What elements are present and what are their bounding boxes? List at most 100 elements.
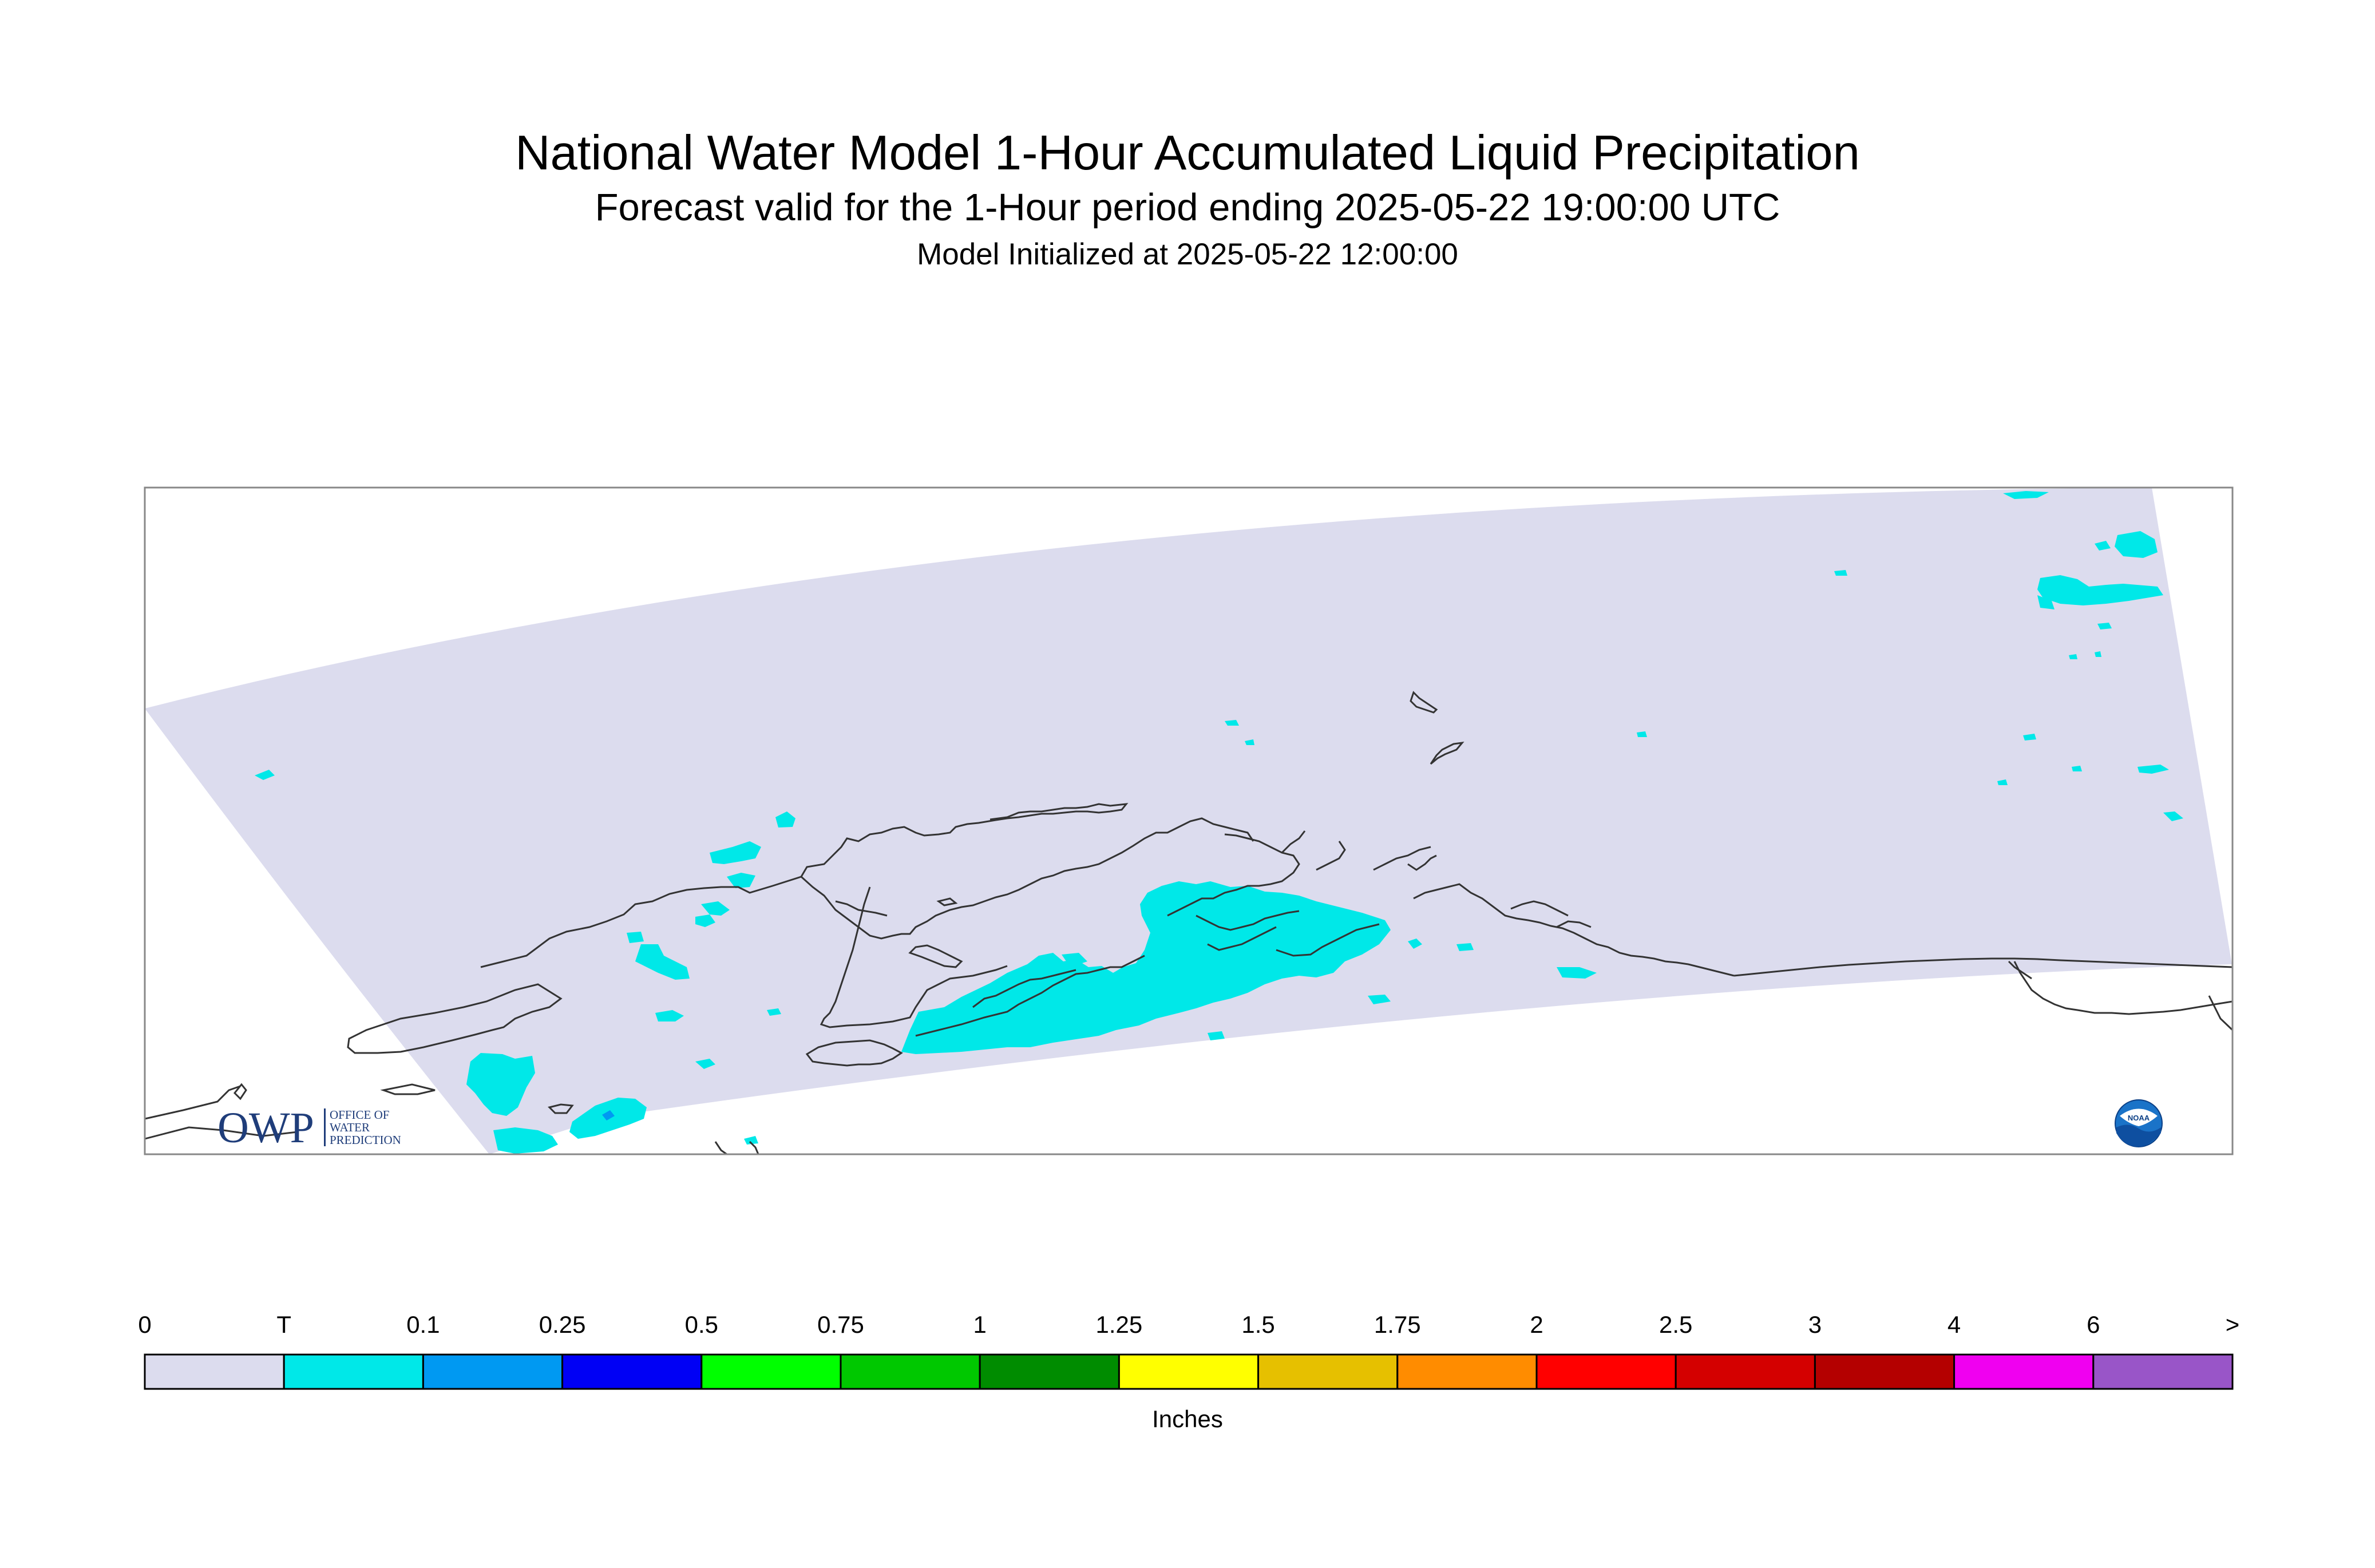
coastline — [800, 817, 1254, 940]
legend-swatch — [283, 1353, 424, 1390]
legend-units-label: Inches — [1152, 1405, 1223, 1432]
precip-patch — [2069, 654, 2077, 659]
coastline — [1196, 910, 1300, 931]
precip-patch — [1408, 939, 1422, 949]
precip-patch — [2023, 734, 2036, 741]
legend-tick-label: > — [2225, 1311, 2240, 1338]
coastline — [145, 1126, 298, 1140]
precip-patch — [1557, 967, 1597, 979]
legend-tick-label: 2.5 — [1658, 1311, 1693, 1338]
owp-logo-text: OWP — [217, 1104, 314, 1152]
precip-patch — [1834, 570, 1847, 576]
precip-patch — [744, 1136, 758, 1145]
coastline — [1556, 920, 1592, 928]
coastline — [2008, 960, 2032, 980]
coastline — [1373, 846, 1431, 871]
owp-logo-divider — [324, 1108, 326, 1146]
owp-logo-line2: WATER — [330, 1120, 370, 1134]
legend-tick-label: T — [276, 1311, 292, 1338]
precip-patch — [2037, 575, 2163, 605]
coastlines — [145, 691, 2232, 1154]
coastline — [1407, 854, 1437, 871]
noaa-logo-text: NOAA — [2128, 1114, 2150, 1122]
owp-logo-line1: OFFICE OF — [330, 1108, 390, 1122]
legend-swatch — [979, 1353, 1120, 1390]
legend-tick-label: 1.25 — [1095, 1311, 1143, 1338]
precip-patch — [1637, 731, 1647, 737]
coastline — [1276, 923, 1380, 957]
coastline — [805, 1039, 903, 1067]
precip-patch — [1208, 1031, 1225, 1040]
legend-swatch — [2092, 1353, 2234, 1390]
legend-swatch — [1953, 1353, 2095, 1390]
coastline — [908, 944, 963, 968]
coastline — [480, 803, 1129, 968]
legend-swatch — [422, 1353, 564, 1390]
coastline — [915, 955, 1145, 1037]
model-domain-area — [145, 488, 2232, 1154]
coastline — [380, 1083, 436, 1095]
owp-logo-line3: PREDICTION — [330, 1133, 401, 1147]
coastline — [233, 1083, 247, 1100]
legend-swatch — [144, 1353, 285, 1390]
legend-swatch — [561, 1353, 703, 1390]
precip-patch — [710, 841, 761, 864]
legend-swatch — [1118, 1353, 1260, 1390]
legend-tick-label: 2 — [1530, 1311, 1543, 1338]
map-subtitle: Forecast valid for the 1-Hour period end… — [595, 186, 1780, 229]
precip-patch — [2095, 651, 2101, 657]
coastline — [972, 969, 1076, 1008]
coastline — [936, 897, 958, 906]
legend-swatch — [1814, 1353, 1956, 1390]
legend-tick-label: 1.75 — [1373, 1311, 1421, 1338]
precip-patch — [695, 914, 715, 927]
precip-patch — [2037, 595, 2055, 609]
precip-patch — [1368, 995, 1391, 1004]
coastline — [714, 1141, 727, 1154]
legend-swatch — [840, 1353, 981, 1390]
precip-patch — [775, 811, 795, 827]
precip-patch — [901, 881, 1391, 1054]
legend-tick-label: 0 — [138, 1311, 152, 1338]
legend-tick-label: 0.75 — [817, 1311, 864, 1338]
legend-tick-label: 0.25 — [539, 1311, 586, 1338]
precip-patch — [2115, 531, 2158, 558]
coastline — [749, 1141, 759, 1154]
coastline — [145, 1085, 241, 1120]
map-frame — [144, 486, 2234, 1155]
coastline — [820, 886, 1008, 1028]
coastline — [2208, 995, 2232, 1031]
legend-swatch — [1675, 1353, 1816, 1390]
precip-patch — [767, 1008, 781, 1016]
legend-swatch — [1535, 1353, 1677, 1390]
precip-patch — [493, 1127, 558, 1154]
legend-tick-label: 0.1 — [406, 1311, 440, 1338]
trace-precipitation-areas — [255, 491, 2183, 1154]
precip-patch — [1456, 943, 1474, 951]
coastline — [1410, 691, 1438, 714]
coastline — [347, 983, 563, 1054]
precip-patch — [466, 1053, 535, 1116]
precip-patch — [655, 1010, 684, 1021]
precip-patch-0.1 — [602, 1110, 615, 1120]
coastline — [548, 1103, 574, 1114]
legend-tick-label: 1.5 — [1241, 1311, 1275, 1338]
coastline — [1510, 900, 1569, 917]
coastline — [2013, 961, 2232, 1015]
precip-patch — [695, 1059, 715, 1069]
precip-patch — [727, 873, 755, 888]
precip-patch — [2097, 623, 2112, 629]
precip-patch — [1062, 953, 1087, 967]
model-init-line: Model Initialized at 2025-05-22 12:00:00 — [917, 237, 1458, 271]
legend-tick-label: 3 — [1808, 1311, 1822, 1338]
coastline — [1281, 830, 1306, 854]
precip-patch — [2095, 541, 2111, 551]
owp-logo: OWP OFFICE OF WATER PREDICTION — [217, 1102, 423, 1153]
precip-patch — [1997, 779, 2008, 785]
precip-patch — [627, 932, 644, 943]
legend-color-bar — [144, 1353, 2234, 1390]
noaa-logo: NOAA — [2115, 1099, 2163, 1147]
precip-patch — [2163, 811, 2183, 821]
precip-patch — [701, 901, 730, 916]
